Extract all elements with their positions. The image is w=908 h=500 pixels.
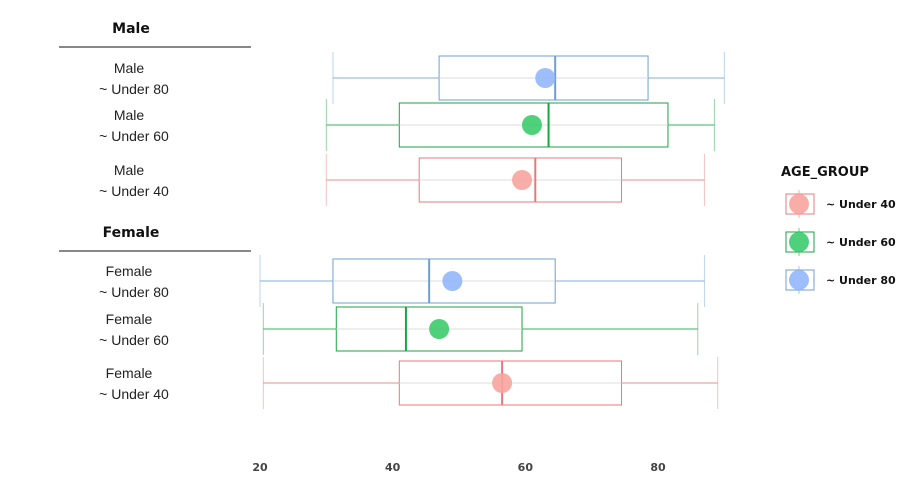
x-tick-label: 60 <box>518 461 534 474</box>
legend-entry-under-60: ~ Under 60 <box>785 228 896 256</box>
row-label-age-male-under-80: ~ Under 80 <box>99 81 169 97</box>
mean-point <box>492 373 513 393</box>
legend-key-point <box>789 270 809 290</box>
legend-entry-under-80: ~ Under 80 <box>785 266 896 294</box>
box-female-under-60 <box>262 303 699 355</box>
x-tick-label: 40 <box>385 461 401 474</box>
legend-label: ~ Under 60 <box>826 236 896 249</box>
legend: AGE_GROUP ~ Under 40 ~ Under 60 ~ Under 80 <box>781 165 896 294</box>
row-labels: Male Male ~ Under 80 Male ~ Under 60 Male ~ Un… <box>59 21 251 402</box>
box-female-under-40 <box>262 357 719 409</box>
row-label-sex-male-under-60: Male <box>114 107 145 123</box>
row-label-sex-female-under-60: Female <box>106 311 153 327</box>
plot-area <box>259 52 725 409</box>
mean-point <box>429 319 450 339</box>
mean-point <box>442 271 463 291</box>
x-axis: 20 40 60 80 <box>252 461 666 474</box>
row-label-age-male-under-60: ~ Under 60 <box>99 128 169 144</box>
box-male-under-60 <box>325 99 715 151</box>
group-title-male: Male <box>112 21 150 37</box>
legend-title: AGE_GROUP <box>781 165 869 180</box>
mean-point <box>521 115 542 135</box>
row-label-age-female-under-80: ~ Under 80 <box>99 284 169 300</box>
legend-entry-under-40: ~ Under 40 <box>785 190 896 218</box>
legend-label: ~ Under 80 <box>826 274 896 287</box>
mean-point <box>512 170 533 190</box>
row-label-age-female-under-60: ~ Under 60 <box>99 332 169 348</box>
group-title-female: Female <box>103 225 160 241</box>
box-female-under-80 <box>259 255 705 307</box>
row-label-age-male-under-40: ~ Under 40 <box>99 183 169 199</box>
row-label-sex-female-under-40: Female <box>106 365 153 381</box>
box-male-under-80 <box>332 52 725 104</box>
row-label-sex-male-under-80: Male <box>114 60 145 76</box>
box-male-under-40 <box>325 154 705 206</box>
legend-label: ~ Under 40 <box>826 198 896 211</box>
mean-point <box>535 68 556 88</box>
legend-key-point <box>789 232 809 252</box>
x-tick-label: 20 <box>252 461 268 474</box>
legend-key-point <box>789 194 809 214</box>
row-label-sex-male-under-40: Male <box>114 162 145 178</box>
x-tick-label: 80 <box>650 461 666 474</box>
row-label-sex-female-under-80: Female <box>106 263 153 279</box>
row-label-age-female-under-40: ~ Under 40 <box>99 386 169 402</box>
